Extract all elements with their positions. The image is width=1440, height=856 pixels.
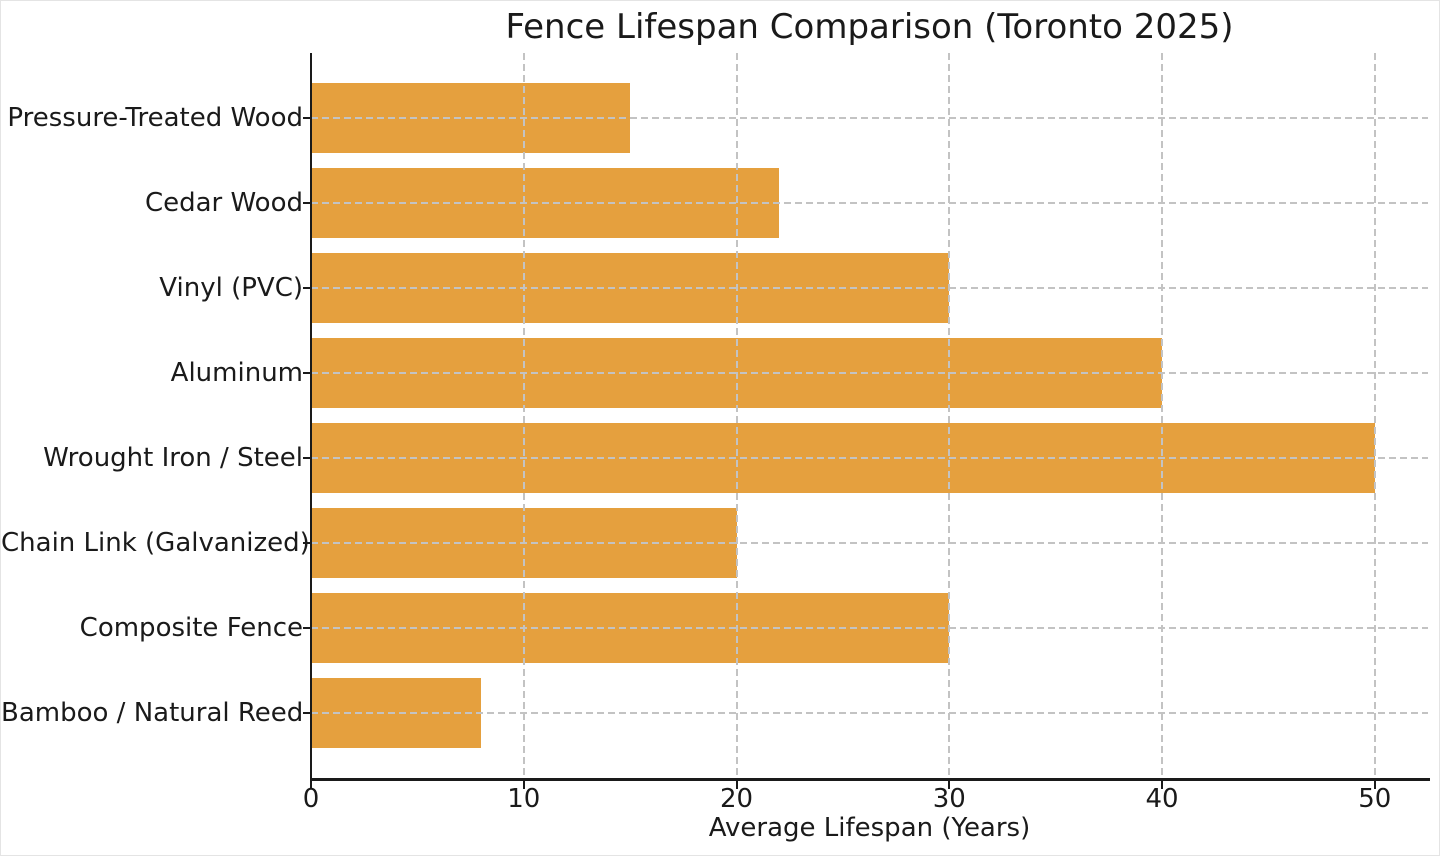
x-tick-label: 50 <box>1358 784 1392 814</box>
h-gridline <box>311 627 1428 629</box>
gridlines-layer <box>311 53 1428 779</box>
x-axis-label: Average Lifespan (Years) <box>708 813 1031 843</box>
y-tick-label: Composite Fence <box>79 613 303 643</box>
y-tick <box>303 712 311 714</box>
y-tick <box>303 287 311 289</box>
x-tick-label: 10 <box>507 784 541 814</box>
x-tick-label: 30 <box>932 784 966 814</box>
x-tick <box>948 781 951 789</box>
h-gridline <box>311 712 1428 714</box>
h-gridline <box>311 372 1428 374</box>
x-tick-label: 20 <box>719 784 754 814</box>
plot-area <box>311 53 1428 779</box>
x-tick <box>1161 781 1164 789</box>
v-gridline <box>1373 53 1376 779</box>
x-tick-label: 40 <box>1145 784 1179 814</box>
x-tick <box>310 781 312 789</box>
h-gridline <box>311 542 1428 544</box>
y-tick-label: Cedar Wood <box>144 188 303 218</box>
x-tick <box>735 781 738 789</box>
y-tick <box>303 542 311 544</box>
x-axis-spine <box>310 778 1430 781</box>
y-tick <box>303 372 311 374</box>
v-gridline <box>522 53 525 779</box>
y-tick-label: Aluminum <box>170 358 303 388</box>
chart-title: Fence Lifespan Comparison (Toronto 2025) <box>505 7 1234 47</box>
y-tick-label: Chain Link (Galvanized) <box>1 528 310 558</box>
y-tick-label: Vinyl (PVC) <box>159 273 303 303</box>
h-gridline <box>311 202 1428 204</box>
y-tick-label: Pressure-Treated Wood <box>7 103 303 133</box>
h-gridline <box>311 457 1428 459</box>
h-gridline <box>311 117 1428 119</box>
y-axis-spine <box>310 53 312 779</box>
y-tick-label: Wrought Iron / Steel <box>43 443 303 473</box>
y-tick-label: Bamboo / Natural Reed <box>1 698 304 728</box>
y-tick <box>303 202 311 204</box>
h-gridline <box>311 287 1428 289</box>
v-gridline <box>735 53 738 779</box>
v-gridline <box>948 53 951 779</box>
x-tick <box>1373 781 1376 789</box>
v-gridline <box>1161 53 1164 779</box>
x-tick <box>522 781 525 789</box>
y-tick <box>303 627 311 629</box>
y-tick <box>303 117 311 119</box>
x-tick-label: 0 <box>302 784 320 814</box>
y-tick <box>303 457 311 459</box>
